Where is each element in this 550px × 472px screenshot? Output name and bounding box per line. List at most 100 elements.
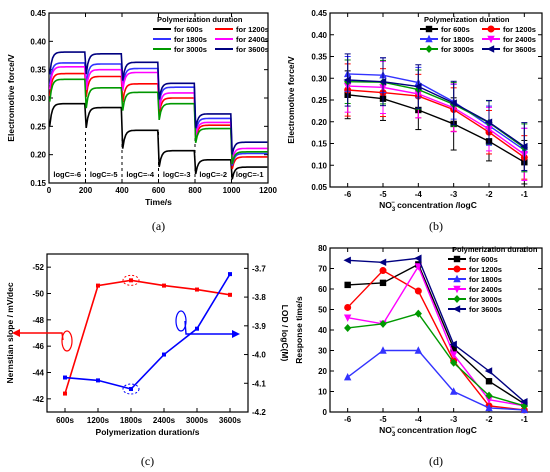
legend-label: for 3000s bbox=[441, 45, 474, 54]
x-axis-label-tail: concentration /logC bbox=[395, 425, 477, 435]
arrow-left-line bbox=[20, 333, 63, 340]
y-tick-label: 0.15 bbox=[30, 179, 46, 188]
y-axis-label-right: LOD / logC(M) bbox=[280, 305, 290, 362]
x-tick-label: -6 bbox=[344, 415, 352, 424]
segment-label: logC=-3 bbox=[163, 170, 191, 179]
x-tick-label: 1200s bbox=[87, 416, 110, 425]
data-point bbox=[162, 284, 166, 288]
legend-item: for 1200s bbox=[215, 25, 269, 34]
data-point bbox=[344, 282, 350, 288]
legend-label: for 600s bbox=[469, 255, 498, 264]
data-point bbox=[380, 267, 387, 274]
legend-marker bbox=[453, 305, 460, 312]
legend-item: for 2400s bbox=[448, 285, 502, 294]
y-tick-label: 10 bbox=[318, 388, 327, 397]
y-tick-label: 0.15 bbox=[311, 140, 327, 149]
y-tick-label: -50 bbox=[32, 290, 44, 299]
legend-label: for 2400s bbox=[469, 285, 502, 294]
y-tick-right-label: -3.8 bbox=[252, 293, 266, 302]
segment-label: logC=-1 bbox=[236, 170, 264, 179]
segment-label: logC=-5 bbox=[90, 170, 118, 179]
data-point bbox=[162, 353, 166, 357]
x-tick-label: 1000 bbox=[223, 186, 241, 195]
y-tick-label: 0.30 bbox=[311, 74, 327, 83]
x-tick-label: -4 bbox=[415, 190, 423, 199]
panel-label-d: (d) bbox=[429, 454, 443, 468]
legend-marker bbox=[426, 26, 432, 32]
legend-label: for 3000s bbox=[469, 295, 502, 304]
x-tick-label: -3 bbox=[450, 415, 458, 424]
y-tick-label: 40 bbox=[318, 326, 327, 335]
legend-item: for 3000s bbox=[420, 45, 474, 54]
x-tick-label: -1 bbox=[521, 190, 529, 199]
legend-item: for 600s bbox=[420, 25, 470, 34]
y-tick-label: 0.35 bbox=[30, 66, 46, 75]
legend-label: for 1200s bbox=[503, 25, 536, 34]
y-tick-label: -44 bbox=[32, 369, 44, 378]
panel-label-b: (b) bbox=[429, 219, 443, 233]
data-point bbox=[129, 278, 133, 282]
y-tick-label: 0.25 bbox=[30, 122, 46, 131]
x-axis-label: NO3− concentration /logC bbox=[379, 425, 477, 438]
y-tick-label: 0.45 bbox=[311, 9, 327, 18]
y-tick-label: 50 bbox=[318, 306, 327, 315]
legend-item: for 1200s bbox=[482, 25, 536, 34]
legend-item: for 2400s bbox=[482, 35, 536, 44]
data-point bbox=[486, 378, 492, 384]
y-tick-right-label: -3.7 bbox=[252, 264, 266, 273]
y-tick-label: -52 bbox=[32, 263, 44, 272]
legend-label: for 600s bbox=[441, 25, 470, 34]
x-axis-label-tail: concentration /logC bbox=[395, 200, 477, 210]
data-point bbox=[380, 280, 386, 286]
x-tick-label: -3 bbox=[450, 190, 458, 199]
legend-item: for 1200s bbox=[448, 265, 502, 274]
y-axis-label: Electromotive force/V bbox=[6, 54, 16, 142]
x-tick-label: 800 bbox=[188, 186, 202, 195]
legend-title: Polymerization duration bbox=[157, 15, 243, 24]
panel-label-c: (c) bbox=[141, 454, 154, 468]
y-tick-right-label: -4.0 bbox=[252, 351, 266, 360]
x-tick-label: 600s bbox=[56, 416, 74, 425]
panel-b: -6 -5 -4 -3 -2 -10.050.100.150.200.250.300.35… bbox=[286, 9, 542, 233]
y-tick-label: 0.35 bbox=[311, 53, 327, 62]
y-tick-label: 0.45 bbox=[30, 9, 46, 18]
y-axis-label: Response time/s bbox=[294, 296, 304, 364]
series-line bbox=[348, 80, 525, 147]
y-tick-label: 30 bbox=[318, 347, 327, 356]
x-tick-label: 600 bbox=[152, 186, 166, 195]
y-tick-label: 60 bbox=[318, 285, 327, 294]
x-tick-label: 400 bbox=[115, 186, 129, 195]
series-line bbox=[65, 280, 230, 393]
x-tick-label: 200 bbox=[79, 186, 93, 195]
data-point bbox=[379, 259, 386, 266]
legend-item: for 1800s bbox=[448, 275, 502, 284]
data-point bbox=[414, 255, 421, 262]
x-tick-label: 3000s bbox=[186, 416, 209, 425]
legend-item: for 600s bbox=[153, 25, 203, 34]
x-tick-label: 3600s bbox=[219, 416, 242, 425]
x-tick-label: -2 bbox=[485, 415, 493, 424]
legend-label: for 3600s bbox=[236, 45, 269, 54]
data-point bbox=[63, 392, 67, 396]
data-point bbox=[129, 387, 133, 391]
legend-label: for 600s bbox=[174, 25, 203, 34]
data-point bbox=[228, 272, 232, 276]
legend-item: for 600s bbox=[448, 255, 498, 264]
x-tick-label: -4 bbox=[415, 415, 423, 424]
y-tick-label: -48 bbox=[32, 316, 44, 325]
data-point bbox=[344, 304, 351, 311]
y-tick-label: -42 bbox=[32, 395, 44, 404]
x-tick-label: 0 bbox=[47, 186, 52, 195]
plot-frame bbox=[47, 254, 248, 412]
panel-d: -6 -5 -4 -3 -2 -1 0 10 20 30 40 50 60 70 80 NO3− concen… bbox=[294, 244, 542, 468]
legend-item: for 3600s bbox=[448, 305, 502, 314]
x-tick-label: 2400s bbox=[153, 416, 176, 425]
legend-label: for 3600s bbox=[503, 45, 536, 54]
legend-title: Polymerization duration bbox=[424, 15, 510, 24]
arrow-right-head bbox=[232, 330, 240, 338]
legend-marker bbox=[453, 295, 460, 303]
data-point bbox=[195, 288, 199, 292]
data-point bbox=[344, 324, 351, 332]
data-point bbox=[228, 293, 232, 297]
